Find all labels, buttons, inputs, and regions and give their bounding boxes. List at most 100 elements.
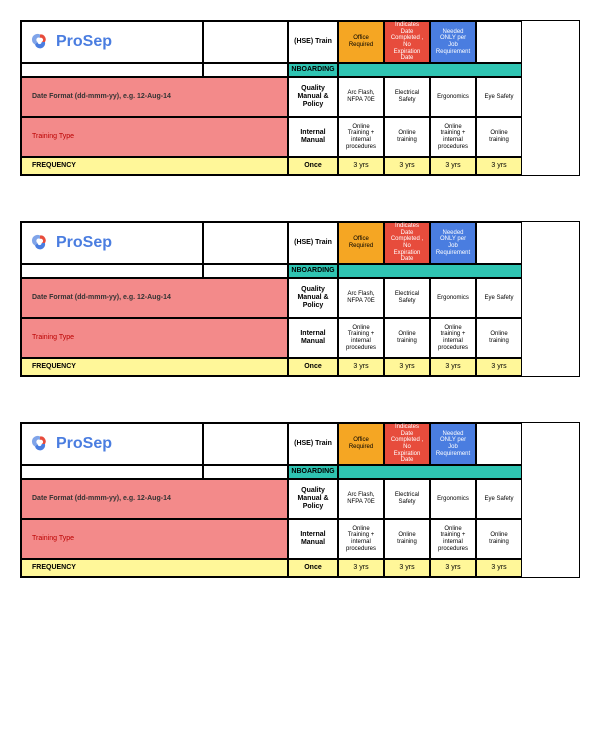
frequency-cell: 3 yrs: [384, 559, 430, 577]
spacer-cell: [203, 222, 288, 264]
frequency-cell: 3 yrs: [430, 559, 476, 577]
data-cell: Arc Flash, NFPA 70E: [338, 278, 384, 318]
nboarding-strip: [338, 465, 522, 479]
hse-train-header: (HSE) Train: [288, 222, 338, 264]
row-header: Internal Manual: [288, 519, 338, 559]
frequency-cell: 3 yrs: [476, 559, 522, 577]
frequency-header: Once: [288, 559, 338, 577]
data-cell: Arc Flash, NFPA 70E: [338, 479, 384, 519]
frequency-label: FREQUENCY: [21, 157, 288, 175]
frequency-header: Once: [288, 358, 338, 376]
row-header: Quality Manual & Policy: [288, 479, 338, 519]
empty-legend-cell: [476, 21, 522, 63]
data-cell: Online training: [476, 318, 522, 358]
nboarding-label: NBOARDING: [288, 63, 338, 77]
hse-train-header: (HSE) Train: [288, 423, 338, 465]
nboarding-strip: [338, 63, 522, 77]
legend-0: Office Required: [338, 21, 384, 63]
legend-2: Needed ONLY per Job Requirement: [430, 21, 476, 63]
frequency-label: FREQUENCY: [21, 358, 288, 376]
logo-cell: ProSep: [21, 423, 203, 465]
legend-0: Office Required: [338, 222, 384, 264]
data-cell: Electrical Safety: [384, 278, 430, 318]
row-label-text: Training Type: [32, 535, 74, 543]
spacer-cell: [203, 423, 288, 465]
data-cell: Electrical Safety: [384, 479, 430, 519]
spacer-cell: [203, 21, 288, 63]
logo-icon: [30, 233, 50, 253]
data-cell: Online training + internal procedures: [430, 519, 476, 559]
legend-1: Indicates Date Completed , No Expiration…: [384, 222, 430, 264]
row-label-text: Date Format (dd-mmm-yy), e.g. 12-Aug-14: [32, 294, 171, 302]
data-cell: Ergonomics: [430, 278, 476, 318]
data-cell: Online Training + internal procedures: [338, 117, 384, 157]
row-label-text: Date Format (dd-mmm-yy), e.g. 12-Aug-14: [32, 495, 171, 503]
logo-cell: ProSep: [21, 21, 203, 63]
hse-train-header: (HSE) Train: [288, 21, 338, 63]
row-label-cell: Training Type: [21, 318, 288, 358]
spacer-cell: [203, 264, 288, 278]
frequency-cell: 3 yrs: [384, 358, 430, 376]
frequency-cell: 3 yrs: [430, 358, 476, 376]
row-label-text: Training Type: [32, 334, 74, 342]
logo-cell: ProSep: [21, 222, 203, 264]
legend-0: Office Required: [338, 423, 384, 465]
nboarding-strip: [338, 264, 522, 278]
data-cell: Arc Flash, NFPA 70E: [338, 77, 384, 117]
frequency-cell: 3 yrs: [430, 157, 476, 175]
row-label-text: Training Type: [32, 133, 74, 141]
empty-legend-cell: [476, 423, 522, 465]
row-label-cell: Training Type: [21, 117, 288, 157]
brand-name: ProSep: [56, 234, 112, 252]
nboarding-label: NBOARDING: [288, 465, 338, 479]
spacer-cell: [21, 264, 203, 278]
data-cell: Online training: [384, 117, 430, 157]
empty-legend-cell: [476, 222, 522, 264]
frequency-cell: 3 yrs: [476, 358, 522, 376]
data-cell: Ergonomics: [430, 77, 476, 117]
data-cell: Eye Safety: [476, 77, 522, 117]
data-cell: Online training: [384, 519, 430, 559]
legend-2: Needed ONLY per Job Requirement: [430, 222, 476, 264]
row-label-cell: Date Format (dd-mmm-yy), e.g. 12-Aug-14: [21, 278, 288, 318]
data-cell: Online training + internal procedures: [430, 117, 476, 157]
spacer-cell: [21, 63, 203, 77]
row-label-text: Date Format (dd-mmm-yy), e.g. 12-Aug-14: [32, 93, 171, 101]
row-label-cell: Date Format (dd-mmm-yy), e.g. 12-Aug-14: [21, 77, 288, 117]
data-cell: Online training: [476, 117, 522, 157]
data-cell: Eye Safety: [476, 479, 522, 519]
data-cell: Ergonomics: [430, 479, 476, 519]
row-header: Internal Manual: [288, 318, 338, 358]
brand-logo: ProSep: [30, 32, 112, 52]
data-cell: Online training + internal procedures: [430, 318, 476, 358]
frequency-header: Once: [288, 157, 338, 175]
row-label-cell: Date Format (dd-mmm-yy), e.g. 12-Aug-14: [21, 479, 288, 519]
spacer-cell: [203, 465, 288, 479]
data-cell: Online training: [476, 519, 522, 559]
legend-1: Indicates Date Completed , No Expiration…: [384, 21, 430, 63]
brand-logo: ProSep: [30, 233, 112, 253]
row-header: Quality Manual & Policy: [288, 77, 338, 117]
spacer-cell: [203, 63, 288, 77]
frequency-cell: 3 yrs: [384, 157, 430, 175]
training-table-block: ProSep (HSE) TrainOffice RequiredIndicate…: [20, 221, 580, 377]
spacer-cell: [21, 465, 203, 479]
brand-logo: ProSep: [30, 434, 112, 454]
document-root: ProSep(HSE) TrainOffice RequiredIndicate…: [20, 20, 580, 578]
data-cell: Electrical Safety: [384, 77, 430, 117]
brand-name: ProSep: [56, 33, 112, 51]
logo-icon: [30, 434, 50, 454]
row-label-cell: Training Type: [21, 519, 288, 559]
row-header: Quality Manual & Policy: [288, 278, 338, 318]
data-cell: Eye Safety: [476, 278, 522, 318]
data-cell: Online training: [384, 318, 430, 358]
frequency-label: FREQUENCY: [21, 559, 288, 577]
frequency-cell: 3 yrs: [476, 157, 522, 175]
row-header: Internal Manual: [288, 117, 338, 157]
training-table-block: ProSep (HSE) TrainOffice RequiredIndicate…: [20, 20, 580, 176]
frequency-cell: 3 yrs: [338, 358, 384, 376]
data-cell: Online Training + internal procedures: [338, 318, 384, 358]
legend-1: Indicates Date Completed , No Expiration…: [384, 423, 430, 465]
frequency-cell: 3 yrs: [338, 157, 384, 175]
nboarding-label: NBOARDING: [288, 264, 338, 278]
